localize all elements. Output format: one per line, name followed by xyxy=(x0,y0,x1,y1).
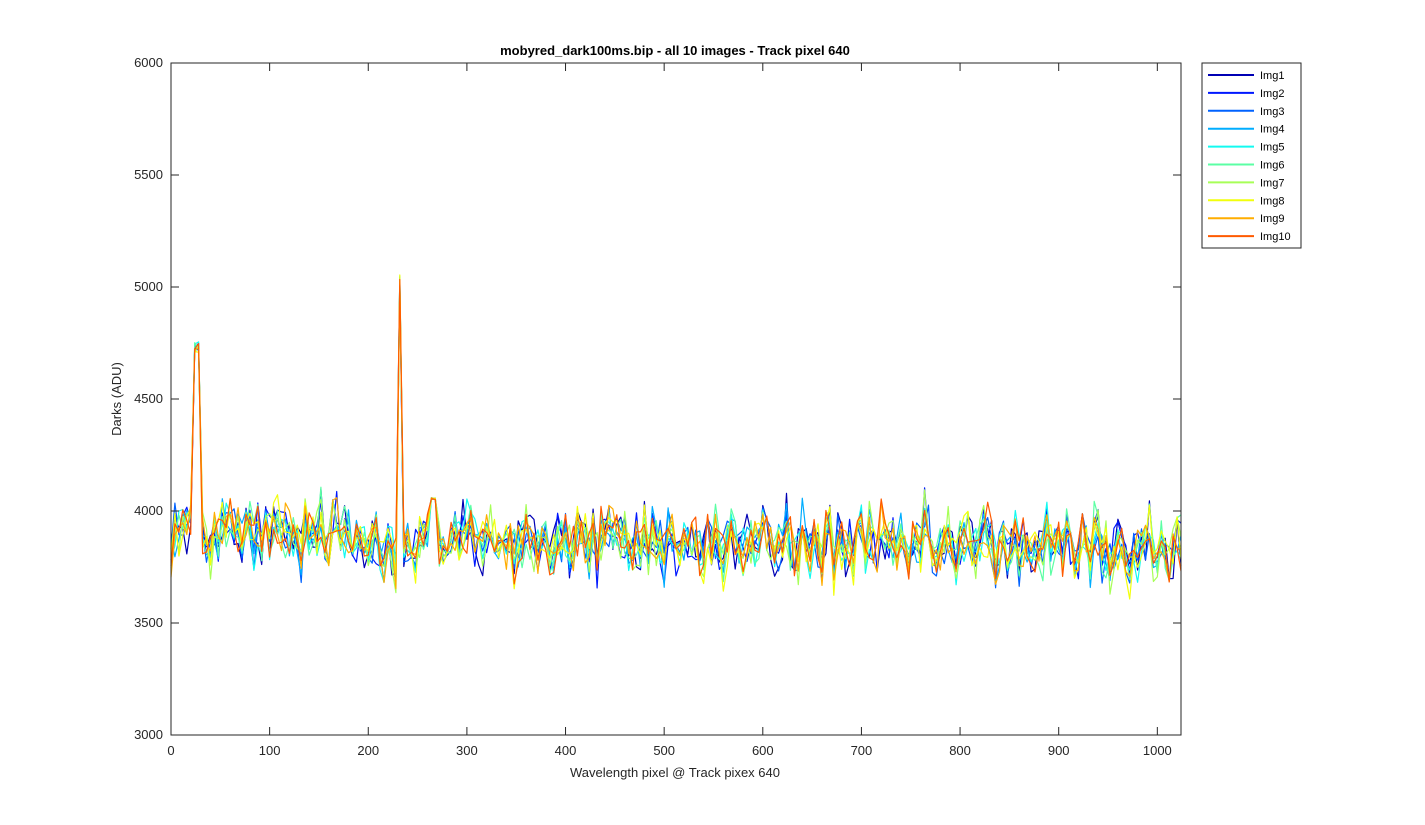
series-line-img10 xyxy=(170,278,1182,585)
y-tick-label: 3000 xyxy=(134,727,163,742)
x-axis-ticks: 0 100 200 300 400 500 600 700 800 900 1000 xyxy=(167,63,1172,758)
y-tick-label: 4500 xyxy=(134,391,163,406)
legend-label: Img6 xyxy=(1260,160,1284,172)
x-tick-label: 500 xyxy=(653,743,675,758)
y-tick-label: 5500 xyxy=(134,167,163,182)
x-tick-label: 800 xyxy=(949,743,971,758)
series-lines xyxy=(170,274,1182,600)
x-tick-label: 0 xyxy=(167,743,174,758)
y-axis-label: Darks (ADU) xyxy=(109,362,124,436)
legend-label: Img4 xyxy=(1260,124,1284,136)
legend-label: Img9 xyxy=(1260,213,1284,225)
y-tick-label: 4000 xyxy=(134,503,163,518)
legend-label: Img5 xyxy=(1260,142,1284,154)
x-tick-label: 200 xyxy=(357,743,379,758)
y-tick-label: 5000 xyxy=(134,279,163,294)
chart-title: mobyred_dark100ms.bip - all 10 images - … xyxy=(500,43,850,58)
x-tick-label: 900 xyxy=(1048,743,1070,758)
x-tick-label: 300 xyxy=(456,743,478,758)
legend-label: Img1 xyxy=(1260,70,1284,82)
y-tick-label: 6000 xyxy=(134,55,163,70)
legend-label: Img2 xyxy=(1260,88,1284,100)
legend: Img1 Img2 Img3 Img4 Img5 Img6 Img7 Img8 Img9 Img1… xyxy=(1201,62,1302,249)
legend-label: Img3 xyxy=(1260,106,1284,118)
legend-label: Img7 xyxy=(1260,177,1284,189)
legend-box xyxy=(1201,62,1302,249)
legend-label: Img8 xyxy=(1260,195,1284,207)
x-tick-label: 1000 xyxy=(1143,743,1172,758)
x-tick-label: 700 xyxy=(851,743,873,758)
y-axis-ticks: 3000 3500 4000 4500 5000 5500 6000 xyxy=(134,55,1181,742)
y-tick-label: 3500 xyxy=(134,615,163,630)
plot-area xyxy=(171,63,1181,735)
x-tick-label: 400 xyxy=(555,743,577,758)
x-axis-label: Wavelength pixel @ Track pixex 640 xyxy=(570,765,780,780)
legend-label: Img10 xyxy=(1260,231,1291,243)
x-tick-label: 100 xyxy=(259,743,281,758)
x-tick-label: 600 xyxy=(752,743,774,758)
